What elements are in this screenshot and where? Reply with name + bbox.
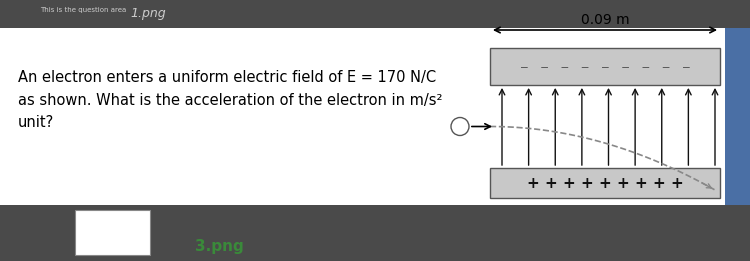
Text: This is the question area: This is the question area: [40, 7, 126, 13]
Bar: [0, 205, 750, 261]
Circle shape: [451, 117, 469, 135]
Bar: [75, 210, 150, 255]
Text: 3.png: 3.png: [195, 239, 244, 253]
Text: + + + + + + + + +: + + + + + + + + +: [526, 175, 683, 191]
Text: 0.09 m: 0.09 m: [580, 13, 629, 27]
Text: 1.png: 1.png: [130, 8, 166, 21]
Bar: [490, 48, 720, 85]
Text: —  —  —  —  —  —  —  —  —: — — — — — — — — —: [520, 62, 689, 72]
Text: An electron enters a uniform electric field of E = 170 N/C
as shown. What is the: An electron enters a uniform electric fi…: [18, 70, 442, 130]
Bar: [490, 168, 720, 198]
Bar: [0, 0, 750, 28]
Bar: [0, 28, 725, 205]
Bar: [725, 28, 750, 205]
